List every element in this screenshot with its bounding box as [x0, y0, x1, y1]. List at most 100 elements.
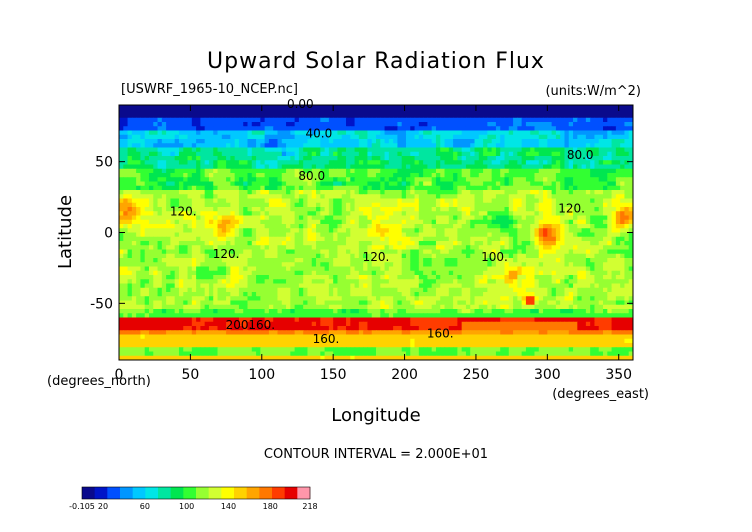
- heatmap-cell: [598, 224, 604, 229]
- heatmap-cell: [140, 177, 146, 183]
- heatmap-cell: [393, 109, 399, 115]
- heatmap-cell: [268, 228, 274, 234]
- heatmap-cell: [470, 190, 476, 195]
- heatmap-cell: [333, 190, 339, 195]
- heatmap-cell: [127, 270, 133, 276]
- heatmap-cell: [200, 173, 206, 178]
- heatmap-cell: [620, 139, 626, 144]
- heatmap-cell: [217, 156, 223, 161]
- heatmap-cell: [294, 219, 300, 225]
- heatmap-cell: [247, 109, 253, 115]
- heatmap-cell: [341, 143, 347, 149]
- heatmap-cell: [358, 105, 364, 110]
- heatmap-cell: [256, 279, 261, 285]
- heatmap-cell: [174, 275, 180, 280]
- heatmap-cell: [136, 275, 142, 280]
- heatmap-cell: [123, 249, 129, 255]
- heatmap-cell: [376, 245, 381, 251]
- heatmap-cell: [119, 245, 124, 251]
- heatmap-cell: [354, 270, 360, 276]
- heatmap-cell: [358, 241, 364, 246]
- heatmap-cell: [123, 194, 129, 200]
- heatmap-cell: [341, 232, 347, 238]
- heatmap-cell: [405, 258, 411, 263]
- heatmap-cell: [144, 173, 150, 178]
- heatmap-cell: [423, 164, 428, 170]
- heatmap-cell: [174, 139, 180, 144]
- heatmap-cell: [547, 130, 553, 136]
- heatmap-cell: [504, 232, 510, 238]
- heatmap-cell: [397, 224, 403, 229]
- heatmap-cell: [303, 173, 309, 178]
- heatmap-cell: [560, 185, 566, 191]
- heatmap-cell: [457, 139, 463, 144]
- heatmap-cell: [590, 228, 596, 234]
- heatmap-cell: [277, 207, 283, 212]
- heatmap-cell: [256, 266, 261, 272]
- heatmap-cell: [187, 266, 193, 272]
- heatmap-cell: [324, 105, 330, 110]
- heatmap-cell: [543, 198, 548, 204]
- heatmap-cell: [161, 147, 167, 153]
- heatmap-cell: [264, 215, 270, 221]
- heatmap-cell: [153, 224, 159, 229]
- heatmap-cell: [371, 249, 377, 255]
- heatmap-cell: [123, 215, 129, 221]
- heatmap-cell: [341, 198, 347, 204]
- heatmap-cell: [183, 258, 189, 263]
- heatmap-cell: [607, 113, 613, 119]
- heatmap-cell: [453, 253, 458, 259]
- heatmap-cell: [123, 126, 129, 132]
- heatmap-cell: [465, 147, 471, 153]
- heatmap-cell: [256, 168, 261, 174]
- heatmap-cell: [140, 181, 146, 187]
- heatmap-cell: [136, 224, 142, 229]
- heatmap-cell: [555, 105, 561, 110]
- heatmap-cell: [607, 105, 613, 110]
- heatmap-cell: [350, 215, 356, 221]
- heatmap-cell: [247, 134, 253, 140]
- heatmap-cell: [243, 232, 249, 238]
- heatmap-cell: [508, 249, 514, 255]
- heatmap-cell: [367, 109, 373, 115]
- heatmap-cell: [547, 139, 553, 144]
- heatmap-cell: [470, 215, 476, 221]
- heatmap-cell: [401, 228, 407, 234]
- heatmap-cell: [448, 241, 454, 246]
- heatmap-cell: [585, 160, 591, 166]
- heatmap-cell: [594, 262, 600, 268]
- heatmap-cell: [461, 228, 467, 234]
- heatmap-cell: [453, 147, 458, 153]
- heatmap-cell: [500, 160, 506, 166]
- heatmap-cell: [170, 266, 176, 272]
- heatmap-cell: [534, 232, 540, 238]
- heatmap-cell: [200, 185, 206, 191]
- heatmap-cell: [303, 151, 309, 157]
- heatmap-cell: [607, 126, 613, 132]
- heatmap-cell: [440, 143, 446, 149]
- heatmap-cell: [487, 109, 493, 115]
- heatmap-cell: [119, 181, 124, 187]
- heatmap-cell: [418, 143, 424, 149]
- heatmap-cell: [585, 113, 591, 119]
- heatmap-cell: [611, 236, 617, 242]
- heatmap-cell: [170, 117, 176, 123]
- heatmap-cell: [376, 224, 381, 229]
- heatmap-cell: [316, 139, 321, 144]
- heatmap-cell: [226, 249, 231, 255]
- heatmap-cell: [226, 105, 231, 110]
- heatmap-cell: [358, 173, 364, 178]
- heatmap-cell: [273, 275, 279, 280]
- heatmap-cell: [277, 224, 283, 229]
- heatmap-cell: [525, 249, 531, 255]
- heatmap-cell: [478, 177, 484, 183]
- heatmap-cell: [286, 168, 291, 174]
- heatmap-cell: [268, 151, 274, 157]
- heatmap-cell: [119, 232, 124, 238]
- heatmap-cell: [624, 190, 630, 195]
- heatmap-cell: [328, 194, 334, 200]
- heatmap-cell: [538, 253, 544, 259]
- heatmap-cell: [358, 134, 364, 140]
- heatmap-cell: [495, 105, 501, 110]
- heatmap-cell: [440, 198, 446, 204]
